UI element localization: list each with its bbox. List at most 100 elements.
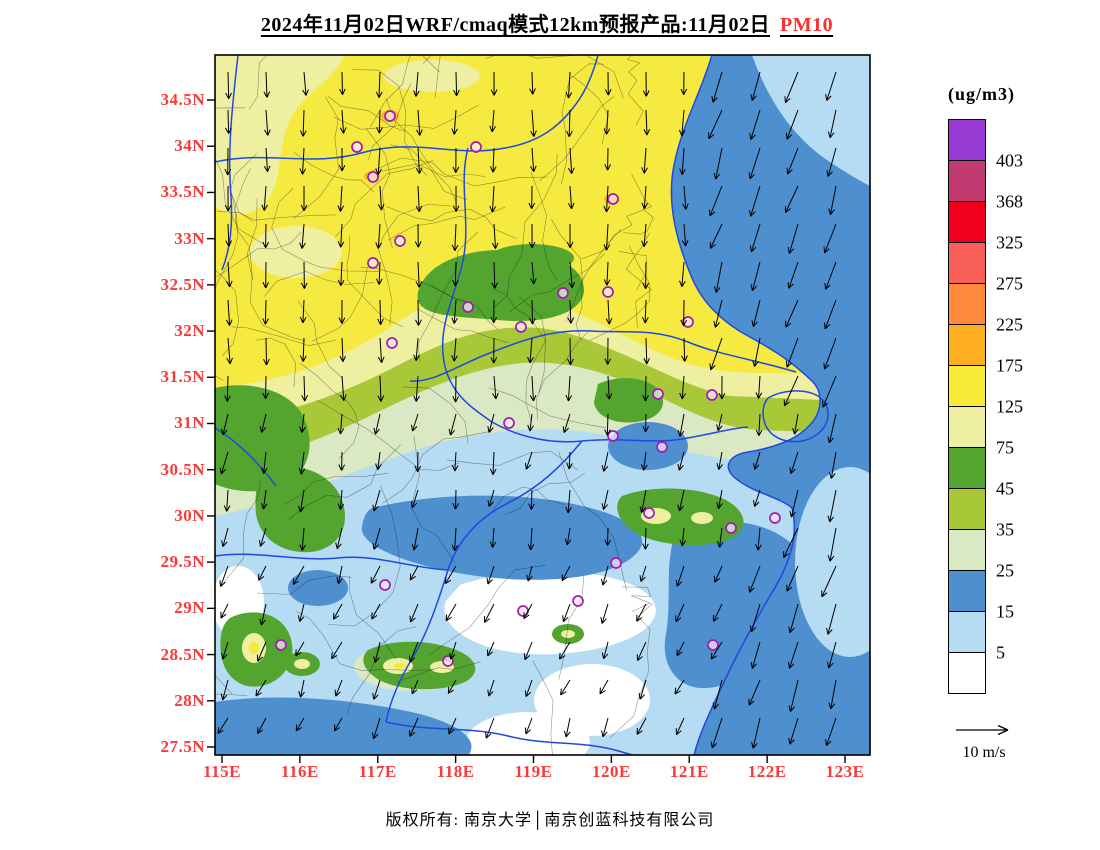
station-marker — [602, 286, 614, 298]
legend-color-box — [948, 242, 986, 284]
legend-level-label: 325 — [996, 232, 1023, 253]
coastline — [670, 55, 821, 755]
station-marker — [384, 110, 396, 122]
legend-unit: (ug/m3) — [948, 84, 1015, 104]
lon-label: 120E — [591, 762, 631, 781]
station-marker — [515, 321, 527, 333]
wind-scale-arrow — [956, 724, 1009, 736]
legend-level-label: 5 — [996, 642, 1005, 663]
lat-label: 30.5N — [160, 459, 205, 479]
station-marker — [470, 141, 482, 153]
copyright-footer: 版权所有: 南京大学│南京创蓝科技有限公司 — [385, 812, 715, 829]
lat-label: 33N — [174, 228, 205, 248]
station-marker — [367, 257, 379, 269]
station-marker — [572, 595, 584, 607]
legend-level-label: 175 — [996, 355, 1023, 376]
legend-color-box — [948, 488, 986, 530]
legend-color-box — [948, 160, 986, 202]
pm10-blue-patch — [215, 697, 472, 755]
lon-label: 116E — [280, 762, 319, 781]
lon-label: 115E — [203, 762, 241, 781]
lat-label: 27.5N — [160, 736, 205, 756]
page-title: 2024年11月02日WRF/cmaq模式12km预报产品:11月02日 PM10 — [0, 8, 1094, 37]
station-marker — [503, 417, 515, 429]
legend-color-box — [948, 365, 986, 407]
lat-label: 28N — [174, 690, 205, 710]
legend-color-box — [948, 611, 986, 653]
wind-scale-label: 10 m/s — [962, 744, 1006, 761]
station-marker — [394, 235, 406, 247]
legend-level-label: 368 — [996, 191, 1023, 212]
legend-level-label: 15 — [996, 601, 1014, 622]
legend-level-label: 275 — [996, 273, 1023, 294]
station-marker — [607, 193, 619, 205]
lat-label: 28.5N — [160, 644, 205, 664]
lat-label: 29.5N — [160, 552, 205, 572]
station-marker — [706, 389, 718, 401]
axis-ticks — [207, 99, 846, 763]
lat-label: 34.5N — [160, 90, 205, 109]
lon-label: 117E — [358, 762, 397, 781]
lat-label: 32.5N — [160, 274, 205, 294]
lon-label: 123E — [825, 762, 865, 781]
sea-lightblue-se — [795, 467, 870, 657]
station-marker — [557, 287, 569, 299]
station-marker — [643, 507, 655, 519]
pm10-blue-patch — [288, 570, 348, 606]
legend-level-label: 125 — [996, 396, 1023, 417]
legend-color-box — [948, 406, 986, 448]
legend-color-scale: 403 368 325 275 225 175 125 75 45 35 25 15 5 — [948, 119, 1023, 694]
taihu-blue-patch — [608, 422, 688, 470]
lat-label: 31.5N — [160, 367, 205, 387]
lat-label: 30N — [174, 505, 205, 525]
legend-level-label: 45 — [996, 478, 1014, 499]
map-border — [214, 54, 871, 756]
station-marker — [707, 639, 719, 651]
lat-label: 33.5N — [160, 182, 205, 202]
station-marker — [607, 430, 619, 442]
sea-lightblue-ne — [752, 55, 870, 186]
legend-color-box — [948, 201, 986, 243]
lon-label: 119E — [514, 762, 553, 781]
pm10-white-low — [444, 571, 656, 655]
station-marker — [682, 316, 694, 328]
station-marker — [351, 141, 363, 153]
station-marker — [652, 388, 664, 400]
station-marker — [367, 171, 379, 183]
wind-scale: 10 m/s — [948, 722, 1020, 762]
legend-level-label: 25 — [996, 560, 1014, 581]
station-marker — [275, 639, 287, 651]
lon-label: 118E — [436, 762, 475, 781]
legend-color-box — [948, 652, 986, 694]
station-markers — [275, 110, 781, 667]
color-legend: (ug/m3) 403 368 325 275 225 175 125 75 45 35 25 15 5 — [948, 84, 1023, 694]
county-boundaries — [215, 55, 654, 755]
lon-label: 121E — [669, 762, 709, 781]
station-marker — [656, 441, 668, 453]
legend-color-box — [948, 283, 986, 325]
pm10-green-blobs — [215, 244, 744, 553]
title-pollutant: PM10 — [780, 14, 834, 36]
lat-label: 34N — [174, 136, 205, 156]
lon-label: 122E — [747, 762, 787, 781]
legend-level-label: 225 — [996, 314, 1023, 335]
station-marker — [725, 522, 737, 534]
legend-color-box — [948, 570, 986, 612]
legend-level-label: 75 — [996, 437, 1014, 458]
station-marker — [386, 337, 398, 349]
lat-label: 31N — [174, 413, 205, 433]
legend-color-box — [948, 529, 986, 571]
station-marker — [769, 512, 781, 524]
title-text: 2024年11月02日WRF/cmaq模式12km预报产品:11月02日 — [260, 14, 771, 36]
station-marker — [379, 579, 391, 591]
station-marker — [462, 301, 474, 313]
lat-label: 32N — [174, 321, 205, 341]
legend-color-box — [948, 324, 986, 366]
wind-vectors — [217, 71, 837, 749]
legend-level-label: 403 — [996, 150, 1023, 171]
province-boundaries — [215, 55, 829, 755]
lat-label: 29N — [174, 598, 205, 618]
pm10-blue-band — [361, 495, 643, 580]
